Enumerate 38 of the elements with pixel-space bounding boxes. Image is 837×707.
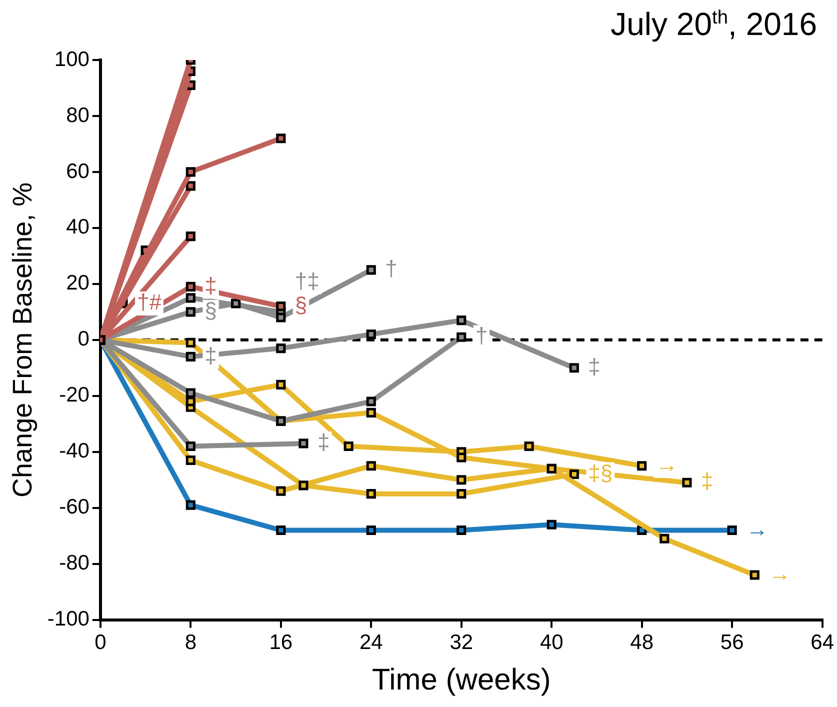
- annotation: ‡: [700, 468, 714, 494]
- annotation: →: [768, 561, 791, 586]
- y-tick-label: 20: [66, 272, 90, 295]
- annotation: §: [294, 292, 308, 318]
- y-tick-label: 80: [66, 104, 90, 127]
- y-tick-label: 0: [78, 328, 90, 351]
- x-tick-label: 0: [94, 631, 106, 654]
- x-tick-label: 40: [540, 631, 564, 654]
- x-tick-label: 8: [184, 631, 197, 654]
- annotation: †: [475, 323, 488, 348]
- y-tick-label: -60: [59, 496, 90, 519]
- y-tick-label: -100: [47, 608, 90, 631]
- annotation: ‡: [588, 354, 600, 379]
- annotation: ‡: [317, 430, 330, 455]
- annotation: →: [746, 516, 768, 542]
- annotation: ‡: [204, 272, 217, 298]
- y-tick-label: 60: [66, 160, 90, 183]
- annotation: †#: [136, 290, 162, 315]
- x-axis-title: Time (weeks): [372, 663, 551, 696]
- x-tick-label: 32: [450, 631, 474, 654]
- annotation: †‡: [294, 268, 320, 294]
- y-axis-title: Change From Baseline, %: [8, 182, 38, 498]
- x-tick-label: 48: [630, 631, 654, 654]
- y-tick-label: 40: [66, 216, 90, 239]
- x-tick-label: 16: [269, 631, 293, 654]
- annotation: †: [385, 256, 398, 281]
- y-tick-label: 100: [54, 48, 90, 71]
- annotation: §: [204, 298, 217, 323]
- annotation: ‡: [204, 342, 217, 368]
- x-tick-label: 24: [359, 631, 384, 654]
- x-tick-label: 56: [720, 631, 744, 654]
- x-tick-label: 64: [810, 631, 834, 654]
- y-tick-label: -20: [59, 384, 90, 407]
- y-tick-label: -80: [59, 552, 90, 575]
- y-tick-label: -40: [59, 440, 90, 463]
- annotation: ‡§: [588, 460, 613, 486]
- annotation: →: [656, 452, 678, 477]
- chart-title: July 20$^{th}$, 2016: [610, 6, 817, 43]
